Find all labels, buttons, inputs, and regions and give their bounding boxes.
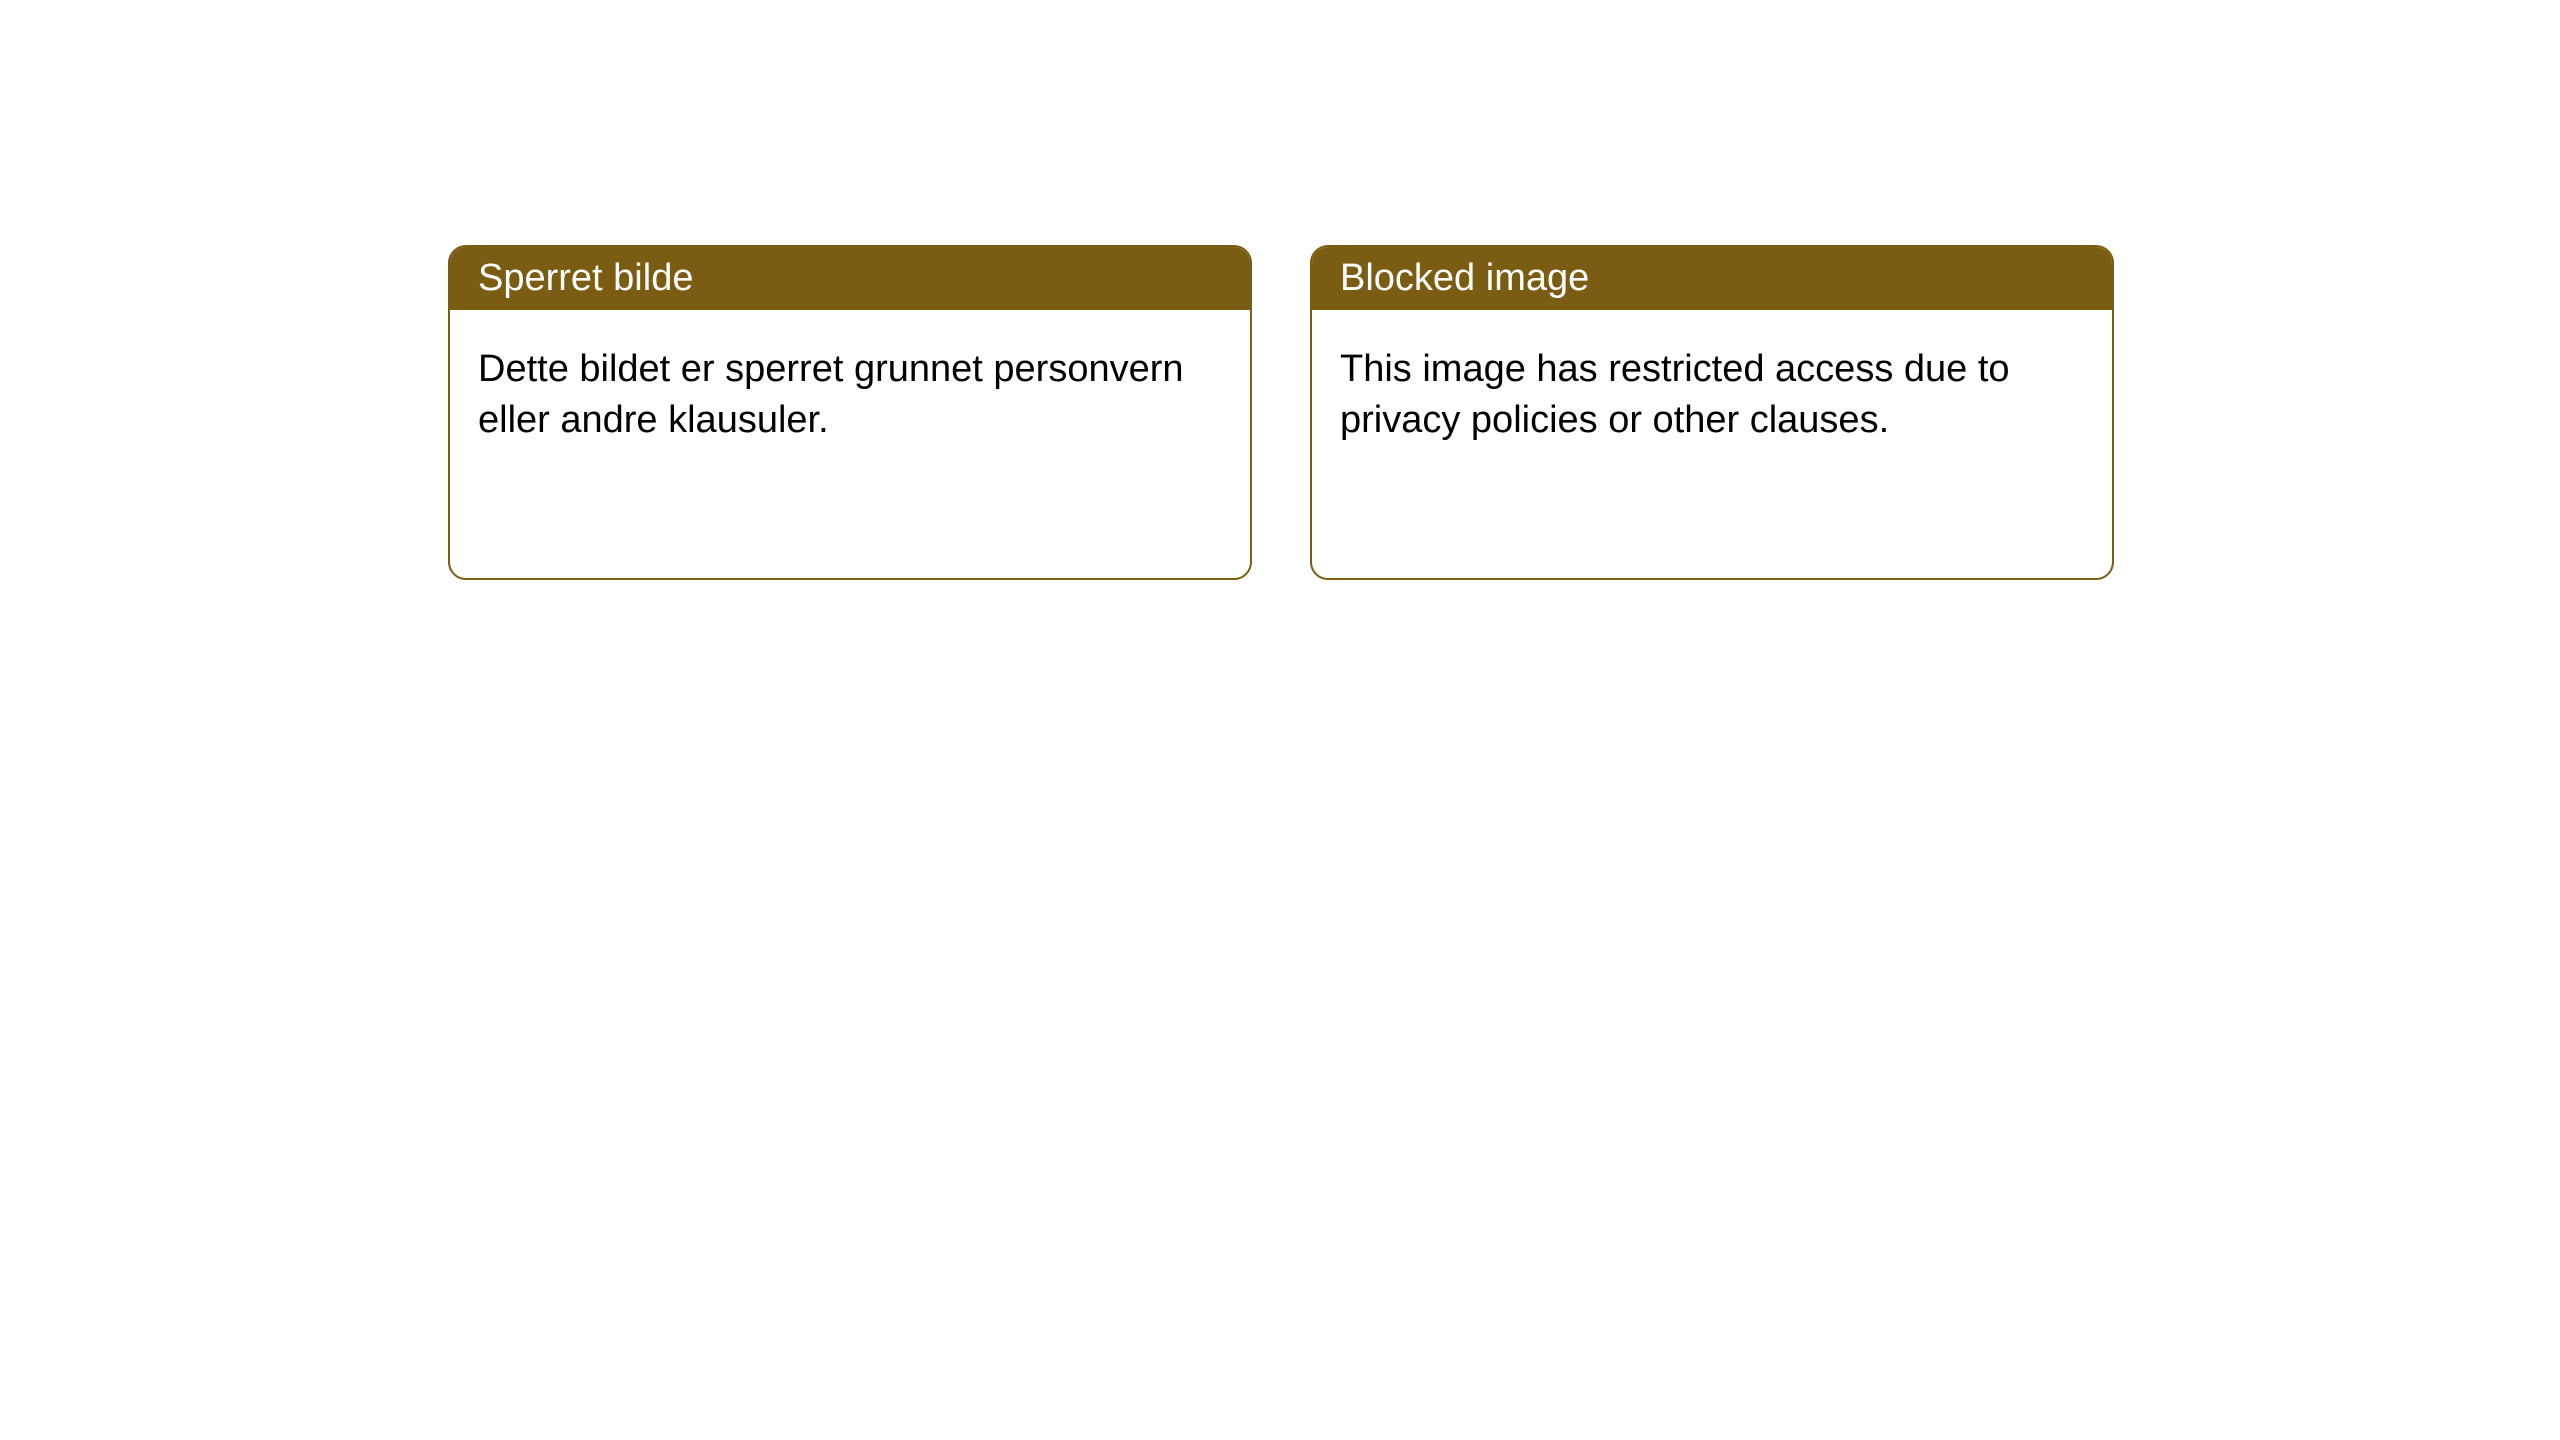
- notice-card-no: Sperret bilde Dette bildet er sperret gr…: [448, 245, 1252, 580]
- notice-container: Sperret bilde Dette bildet er sperret gr…: [0, 0, 2560, 580]
- notice-body-no: Dette bildet er sperret grunnet personve…: [450, 310, 1250, 481]
- notice-text-en: This image has restricted access due to …: [1340, 348, 2010, 441]
- notice-text-no: Dette bildet er sperret grunnet personve…: [478, 348, 1184, 441]
- notice-header-no: Sperret bilde: [450, 247, 1250, 310]
- notice-title-no: Sperret bilde: [478, 257, 693, 299]
- notice-header-en: Blocked image: [1312, 247, 2112, 310]
- notice-title-en: Blocked image: [1340, 257, 1589, 299]
- notice-body-en: This image has restricted access due to …: [1312, 310, 2112, 481]
- notice-card-en: Blocked image This image has restricted …: [1310, 245, 2114, 580]
